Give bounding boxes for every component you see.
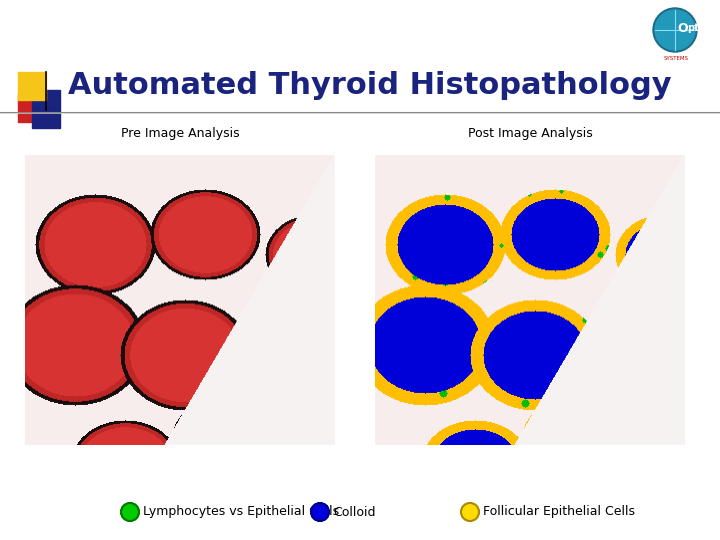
Bar <box>32 90 60 128</box>
Text: O: O <box>678 22 688 35</box>
Text: Colloid: Colloid <box>333 505 376 518</box>
Text: Follicular Epithelial Cells: Follicular Epithelial Cells <box>483 505 635 518</box>
Text: Post Image Analysis: Post Image Analysis <box>467 127 593 140</box>
Bar <box>18 94 40 122</box>
Text: SYSTEMS: SYSTEMS <box>664 56 688 60</box>
Circle shape <box>461 503 479 521</box>
Circle shape <box>311 503 329 521</box>
Bar <box>18 72 46 100</box>
Text: Pre Image Analysis: Pre Image Analysis <box>121 127 239 140</box>
Circle shape <box>121 503 139 521</box>
Text: Automated Thyroid Histopathology: Automated Thyroid Histopathology <box>68 71 672 99</box>
Text: ptra: ptra <box>687 23 710 33</box>
Circle shape <box>653 8 697 52</box>
Circle shape <box>655 10 695 50</box>
Text: Lymphocytes vs Epithelial Cells: Lymphocytes vs Epithelial Cells <box>143 505 339 518</box>
